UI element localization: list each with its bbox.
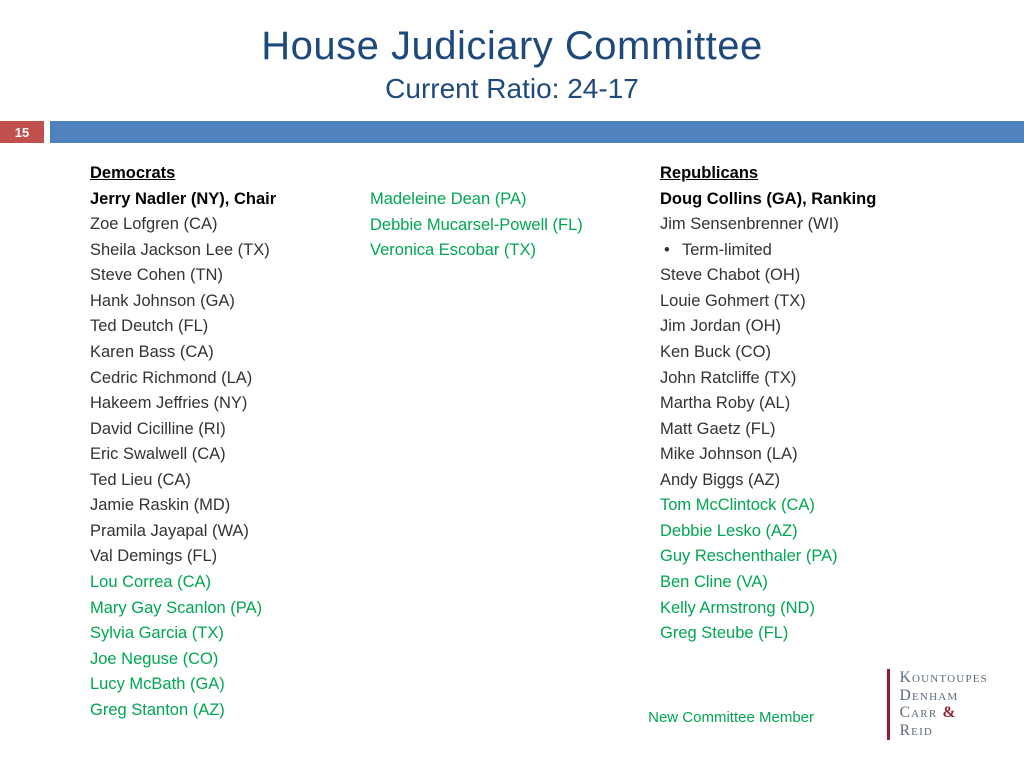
list-item: Eric Swalwell (CA) (90, 442, 360, 468)
republicans-header: Republicans (660, 161, 960, 187)
republicans-column: Republicans Doug Collins (GA), Ranking J… (660, 161, 960, 723)
list-item: Karen Bass (CA) (90, 340, 360, 366)
accent-bar-row: 15 (0, 121, 1024, 143)
list-item: Matt Gaetz (FL) (660, 417, 960, 443)
republicans-ranking: Doug Collins (GA), Ranking (660, 187, 960, 213)
democrats-list-1: Zoe Lofgren (CA)Sheila Jackson Lee (TX)S… (90, 212, 360, 723)
list-item: Zoe Lofgren (CA) (90, 212, 360, 238)
logo-text: Kountoupes Denham Carr & Reid (900, 669, 988, 740)
list-item: Mary Gay Scanlon (PA) (90, 596, 360, 622)
list-item: Kelly Armstrong (ND) (660, 596, 960, 622)
list-item: Louie Gohmert (TX) (660, 289, 960, 315)
list-item: Val Demings (FL) (90, 544, 360, 570)
page-number-badge: 15 (0, 121, 44, 143)
list-item: Greg Steube (FL) (660, 621, 960, 647)
list-item: Jim Jordan (OH) (660, 314, 960, 340)
list-item: David Cicilline (RI) (90, 417, 360, 443)
list-item: Steve Chabot (OH) (660, 263, 960, 289)
democrats-column-2: Madeleine Dean (PA)Debbie Mucarsel-Powel… (370, 161, 650, 723)
slide-subtitle: Current Ratio: 24-17 (0, 73, 1024, 105)
legend-new-member: New Committee Member (648, 709, 814, 726)
list-item: Ken Buck (CO) (660, 340, 960, 366)
list-item: Lou Correa (CA) (90, 570, 360, 596)
democrats-chair: Jerry Nadler (NY), Chair (90, 187, 360, 213)
list-item-note: Term-limited (660, 238, 960, 264)
democrats-column-1: Democrats Jerry Nadler (NY), Chair Zoe L… (90, 161, 360, 723)
title-block: House Judiciary Committee Current Ratio:… (0, 0, 1024, 105)
list-item: Ben Cline (VA) (660, 570, 960, 596)
list-item: Jamie Raskin (MD) (90, 493, 360, 519)
slide-title: House Judiciary Committee (0, 24, 1024, 69)
firm-logo: Kountoupes Denham Carr & Reid (887, 669, 988, 740)
logo-line-3: Carr & (900, 704, 988, 722)
list-item: Greg Stanton (AZ) (90, 698, 360, 724)
logo-line-1: Kountoupes (900, 669, 988, 687)
list-item: Debbie Mucarsel-Powell (FL) (370, 213, 650, 239)
list-item: Joe Neguse (CO) (90, 647, 360, 673)
list-item: Ted Lieu (CA) (90, 468, 360, 494)
list-item: John Ratcliffe (TX) (660, 366, 960, 392)
accent-bar (50, 121, 1024, 143)
list-item: Madeleine Dean (PA) (370, 187, 650, 213)
logo-line-4: Reid (900, 722, 988, 740)
republicans-list: Jim Sensenbrenner (WI)Term-limitedSteve … (660, 212, 960, 647)
list-item: Martha Roby (AL) (660, 391, 960, 417)
list-item: Lucy McBath (GA) (90, 672, 360, 698)
list-item: Tom McClintock (CA) (660, 493, 960, 519)
list-item: Guy Reschenthaler (PA) (660, 544, 960, 570)
list-item: Andy Biggs (AZ) (660, 468, 960, 494)
list-item: Hakeem Jeffries (NY) (90, 391, 360, 417)
list-item: Cedric Richmond (LA) (90, 366, 360, 392)
logo-line-2: Denham (900, 687, 988, 705)
list-item: Pramila Jayapal (WA) (90, 519, 360, 545)
list-item: Veronica Escobar (TX) (370, 238, 650, 264)
list-item: Jim Sensenbrenner (WI) (660, 212, 960, 238)
content-columns: Democrats Jerry Nadler (NY), Chair Zoe L… (0, 143, 1024, 723)
list-item: Sylvia Garcia (TX) (90, 621, 360, 647)
list-item: Ted Deutch (FL) (90, 314, 360, 340)
list-item: Sheila Jackson Lee (TX) (90, 238, 360, 264)
list-item: Mike Johnson (LA) (660, 442, 960, 468)
democrats-header: Democrats (90, 161, 360, 187)
democrats-list-2: Madeleine Dean (PA)Debbie Mucarsel-Powel… (370, 187, 650, 264)
logo-accent-bar (887, 669, 890, 740)
list-item: Debbie Lesko (AZ) (660, 519, 960, 545)
list-item: Steve Cohen (TN) (90, 263, 360, 289)
list-item: Hank Johnson (GA) (90, 289, 360, 315)
